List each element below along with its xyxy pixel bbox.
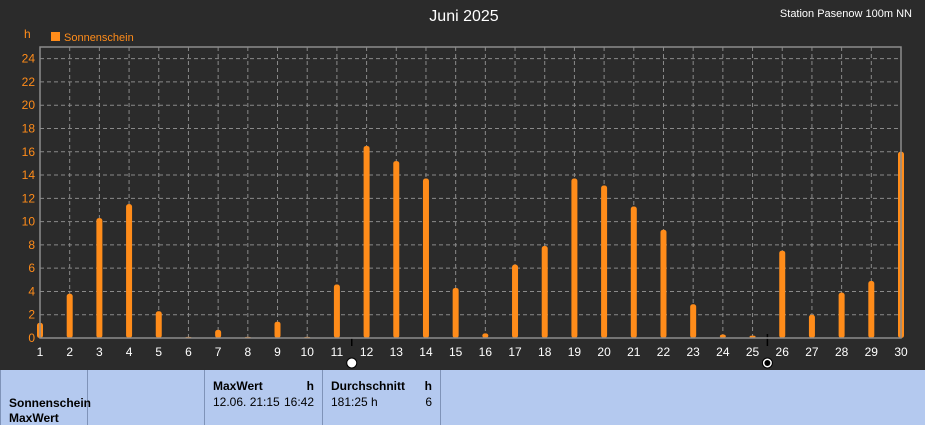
station-label: Station Pasenow 100m NN <box>780 8 912 20</box>
bar <box>363 145 370 338</box>
bars <box>37 145 904 338</box>
legend-label: Sonnenschein <box>64 32 134 44</box>
x-tick-label: 16 <box>479 345 493 359</box>
bar <box>274 321 281 338</box>
x-tick-label: 25 <box>746 345 760 359</box>
avg-value: 6 <box>425 395 432 409</box>
x-tick-label: 10 <box>301 345 315 359</box>
x-tick-label: 1 <box>37 345 44 359</box>
x-tick-label: 15 <box>449 345 463 359</box>
x-tick-label: 14 <box>419 345 433 359</box>
avg-total: 181:25 h <box>331 395 378 409</box>
x-tick-label: 26 <box>776 345 790 359</box>
bar <box>719 334 726 338</box>
x-tick-label: 18 <box>538 345 552 359</box>
x-tick-label: 13 <box>390 345 404 359</box>
max-date: 12.06. 21:15 <box>213 395 280 409</box>
x-tick-label: 19 <box>568 345 582 359</box>
bar <box>571 178 578 338</box>
x-tick-label: 28 <box>835 345 849 359</box>
bar <box>808 314 815 338</box>
x-tick-label: 29 <box>865 345 879 359</box>
bar <box>512 264 519 338</box>
y-tick-label: 14 <box>22 168 36 182</box>
y-tick-label: 4 <box>28 284 35 298</box>
avg-unit: h <box>424 379 432 393</box>
new-moon-icon-core <box>764 360 771 366</box>
x-tick-label: 5 <box>155 345 162 359</box>
bar <box>601 185 608 338</box>
y-tick-label: 20 <box>22 98 36 112</box>
legend-swatch <box>51 32 60 41</box>
y-tick-label: 10 <box>22 215 36 229</box>
bar <box>452 287 459 338</box>
bar <box>690 304 697 338</box>
x-tick-label: 12 <box>360 345 374 359</box>
chart-title: Juni 2025 <box>429 8 498 25</box>
bar <box>779 250 786 338</box>
y-tick-label: 2 <box>28 308 35 322</box>
bar <box>660 229 667 338</box>
bar <box>393 161 400 338</box>
y-tick-label: 16 <box>22 145 36 159</box>
x-tick-label: 3 <box>96 345 103 359</box>
bar <box>630 206 637 338</box>
x-tick-label: 6 <box>185 345 192 359</box>
x-tick-label: 7 <box>215 345 222 359</box>
summary-avg-column: Durchschnitt h 181:25 h 6 <box>323 370 441 425</box>
summary-empty-column <box>88 370 205 425</box>
x-tick-label: 21 <box>627 345 641 359</box>
y-tick-label: 22 <box>22 75 36 89</box>
bar <box>333 284 340 338</box>
y-tick-label: 24 <box>22 52 36 66</box>
x-tick-label: 23 <box>686 345 700 359</box>
y-tick-label: 8 <box>28 238 35 252</box>
bar <box>541 246 548 338</box>
x-tick-label: 9 <box>274 345 281 359</box>
row-label-sonnenschein: Sonnenschein <box>9 396 92 410</box>
y-tick-label: 6 <box>28 261 35 275</box>
full-moon-icon <box>346 357 358 369</box>
bar <box>126 204 133 338</box>
x-tick-label: 2 <box>66 345 73 359</box>
x-tick-label: 8 <box>244 345 251 359</box>
x-tick-label: 11 <box>331 345 344 359</box>
x-tick-label: 20 <box>597 345 611 359</box>
bar <box>868 280 875 338</box>
bar <box>96 218 103 338</box>
max-header: MaxWert <box>213 379 263 393</box>
avg-header: Durchschnitt <box>331 379 406 393</box>
bar <box>66 293 73 338</box>
bar <box>422 178 429 338</box>
bar <box>838 292 845 338</box>
sunshine-chart: Juni 2025 Station Pasenow 100m NN h Sonn… <box>22 8 912 369</box>
max-value: 16:42 <box>283 395 314 409</box>
bar <box>155 311 162 338</box>
summary-max-column: MaxWert h 12.06. 21:15 16:42 <box>205 370 323 425</box>
moon-markers <box>346 334 773 369</box>
plot-frame <box>39 46 902 339</box>
x-tick-labels: 1 2 3 4 5 6 7 8 9 10 11 12 13 14 15 16 17 18 19 20 21 22 23 24 2… <box>37 345 908 359</box>
summary-row-labels: Sonnenschein MaxWert <box>0 370 92 425</box>
bar <box>482 333 489 338</box>
x-tick-label: 24 <box>716 345 730 359</box>
summary-panel: Sonnenschein MaxWert MaxWert h 12.06. 21… <box>0 370 925 425</box>
y-axis-unit: h <box>24 27 31 41</box>
x-tick-label: 4 <box>126 345 133 359</box>
y-tick-label: 12 <box>22 191 36 205</box>
bar <box>215 329 222 338</box>
row-label-maxwert: MaxWert <box>9 411 59 425</box>
y-tick-label: 18 <box>22 121 36 135</box>
x-tick-label: 30 <box>894 345 908 359</box>
x-tick-label: 22 <box>657 345 671 359</box>
y-tick-label: 0 <box>28 331 35 345</box>
x-tick-label: 27 <box>805 345 819 359</box>
grid <box>40 47 901 338</box>
max-unit: h <box>306 379 314 393</box>
x-tick-label: 17 <box>508 345 522 359</box>
